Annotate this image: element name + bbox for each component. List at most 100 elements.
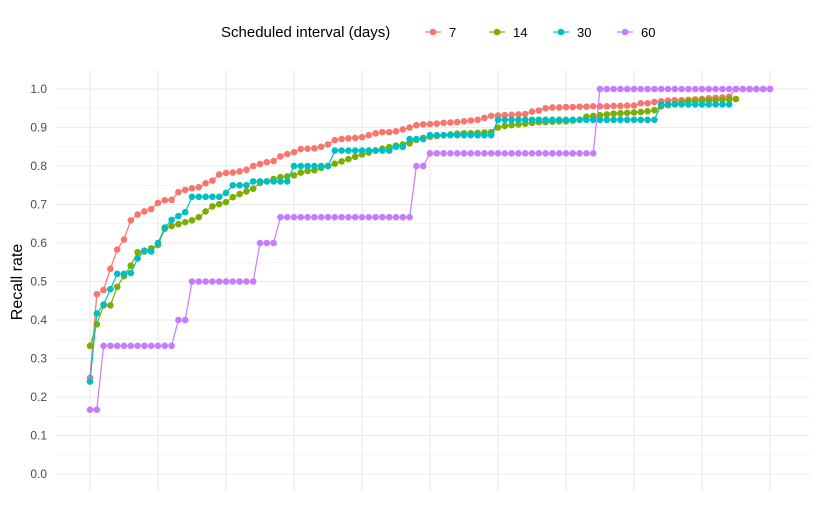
legend-label: 14 (513, 25, 527, 40)
data-point (719, 85, 726, 93)
data-point (127, 216, 135, 224)
data-point (379, 147, 386, 154)
y-tick-label: 0.4 (30, 313, 47, 327)
data-point (93, 406, 101, 414)
data-point (290, 213, 298, 221)
data-point (562, 150, 570, 157)
data-point (467, 131, 475, 139)
data-point (426, 120, 434, 128)
data-point (311, 162, 318, 170)
data-point (365, 147, 373, 154)
data-point (290, 162, 298, 170)
data-point (358, 147, 366, 154)
data-point (691, 101, 699, 108)
data-point (331, 147, 339, 154)
data-point (460, 150, 468, 157)
data-point (222, 198, 230, 206)
data-point (589, 116, 597, 124)
data-point (249, 185, 257, 193)
data-point (154, 199, 162, 207)
data-point (406, 213, 413, 221)
data-point (392, 213, 400, 221)
data-point (120, 342, 128, 350)
data-point (127, 262, 135, 270)
data-point (141, 247, 148, 254)
data-point (283, 150, 291, 158)
data-point (202, 180, 209, 187)
data-point (93, 310, 101, 317)
data-point (644, 116, 651, 124)
data-point (168, 342, 175, 350)
data-point (283, 178, 291, 185)
data-point (746, 85, 753, 93)
data-point (630, 102, 638, 109)
data-point (569, 150, 577, 157)
data-point (107, 342, 114, 350)
data-point (644, 99, 651, 107)
data-point (175, 188, 182, 196)
data-point (392, 128, 400, 135)
data-point (188, 216, 196, 224)
legend-title: Scheduled interval (days) (221, 24, 390, 41)
data-point (365, 131, 373, 139)
y-tick-label: 0.2 (30, 390, 47, 404)
data-point (419, 121, 427, 128)
data-point (100, 342, 107, 350)
data-point (521, 150, 529, 157)
data-point (134, 342, 141, 350)
data-point (555, 116, 563, 124)
legend-label: 7 (449, 25, 456, 40)
data-point (229, 278, 237, 285)
data-point (86, 378, 94, 385)
data-point (202, 208, 209, 215)
data-point (617, 109, 624, 117)
data-point (358, 133, 366, 141)
y-tick-label: 0.6 (30, 236, 47, 250)
data-point (501, 116, 509, 124)
data-point (100, 301, 107, 308)
data-point (487, 150, 495, 157)
data-point (385, 147, 393, 154)
data-point (304, 145, 311, 152)
data-point (623, 109, 631, 117)
data-point (168, 196, 175, 204)
data-point (576, 150, 583, 157)
data-point (528, 150, 536, 157)
data-point (447, 150, 454, 157)
data-point (304, 167, 311, 175)
legend-key-point (493, 28, 501, 36)
data-point (623, 116, 631, 124)
data-point (277, 213, 284, 221)
data-point (596, 111, 604, 119)
data-point (263, 239, 271, 247)
data-point (617, 102, 624, 110)
data-point (351, 213, 359, 221)
data-point (338, 135, 345, 143)
data-point (113, 342, 121, 350)
data-point (113, 246, 121, 253)
data-point (508, 111, 515, 119)
data-point (134, 248, 141, 256)
data-point (481, 150, 488, 157)
data-point (195, 183, 203, 191)
data-point (664, 101, 672, 108)
data-point (175, 316, 182, 324)
data-point (453, 131, 461, 139)
data-point (399, 126, 407, 133)
data-point (440, 119, 447, 127)
data-point (739, 85, 747, 93)
data-point (651, 106, 658, 114)
data-point (705, 101, 713, 108)
data-point (447, 131, 454, 139)
data-point (501, 111, 509, 119)
data-point (195, 278, 203, 285)
data-point (623, 85, 631, 93)
data-point (113, 270, 121, 278)
legend: Scheduled interval (days) 7 14 30 60 (221, 24, 655, 41)
data-point (345, 155, 352, 163)
data-point (508, 116, 515, 124)
data-point (433, 131, 441, 139)
data-point (324, 213, 332, 221)
data-point (222, 189, 230, 197)
